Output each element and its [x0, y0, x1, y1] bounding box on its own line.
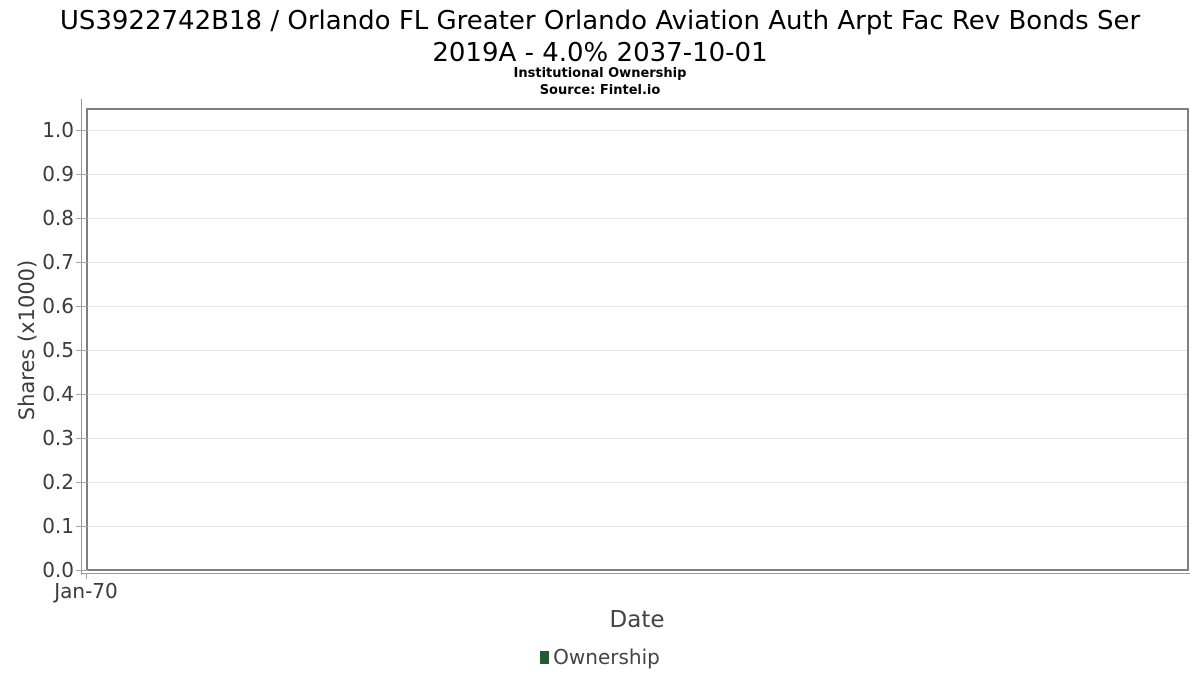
- y-axis-tick-label: 0.3: [42, 426, 74, 450]
- legend: Ownership: [0, 645, 1200, 669]
- y-axis-tick-label: 1.0: [42, 118, 74, 142]
- gridline: [88, 130, 1187, 131]
- y-axis-tick: [76, 350, 88, 351]
- chart-subtitle: Institutional Ownership: [513, 66, 687, 81]
- x-axis-title: Date: [609, 607, 665, 633]
- gridline: [88, 482, 1187, 483]
- y-axis-tick-label: 0.2: [42, 470, 74, 494]
- chart-title-line1: US3922742B18 / Orlando FL Greater Orland…: [59, 6, 1141, 36]
- gridline: [88, 350, 1187, 351]
- y-axis-tick-label: 0.1: [42, 514, 74, 538]
- gridline: [88, 262, 1187, 263]
- legend-swatch-ownership: [540, 650, 550, 664]
- y-axis-title: Shares (x1000): [15, 259, 39, 421]
- gridline: [88, 394, 1187, 395]
- y-axis-tick-label: 0.4: [42, 382, 74, 406]
- gridline: [88, 526, 1187, 527]
- y-axis-tick-label: 0.8: [42, 206, 74, 230]
- gridline: [88, 438, 1187, 439]
- plot-area: [86, 108, 1189, 571]
- y-axis-tick: [76, 438, 88, 439]
- gridline: [88, 174, 1187, 175]
- y-axis-tick: [76, 262, 88, 263]
- y-axis-tick-label: 0.6: [42, 294, 74, 318]
- chart-title-line2: 2019A - 4.0% 2037-10-01: [432, 38, 768, 68]
- y-axis-tick-label: 0.0: [42, 558, 74, 582]
- x-axis-tick-label: Jan-70: [54, 579, 118, 603]
- y-axis-tick-label: 0.5: [42, 338, 74, 362]
- y-axis-tick: [76, 482, 88, 483]
- y-axis-tick-label: 0.7: [42, 250, 74, 274]
- x-axis-tick: [86, 573, 87, 579]
- y-axis-tick: [76, 570, 88, 571]
- x-axis-line: [81, 573, 1190, 574]
- y-axis-tick: [76, 130, 88, 131]
- chart-source-label: Source: Fintel.io: [539, 83, 661, 98]
- legend-label-ownership: Ownership: [553, 645, 660, 669]
- y-axis-tick: [76, 526, 88, 527]
- y-axis-tick-label: 0.9: [42, 162, 74, 186]
- gridline: [88, 218, 1187, 219]
- y-axis-line: [81, 99, 82, 575]
- y-axis-tick: [76, 306, 88, 307]
- gridline: [88, 306, 1187, 307]
- y-axis-tick: [76, 218, 88, 219]
- y-axis-tick: [76, 394, 88, 395]
- y-axis-tick: [76, 174, 88, 175]
- chart-title: US3922742B18 / Orlando FL Greater Orland…: [0, 5, 1200, 69]
